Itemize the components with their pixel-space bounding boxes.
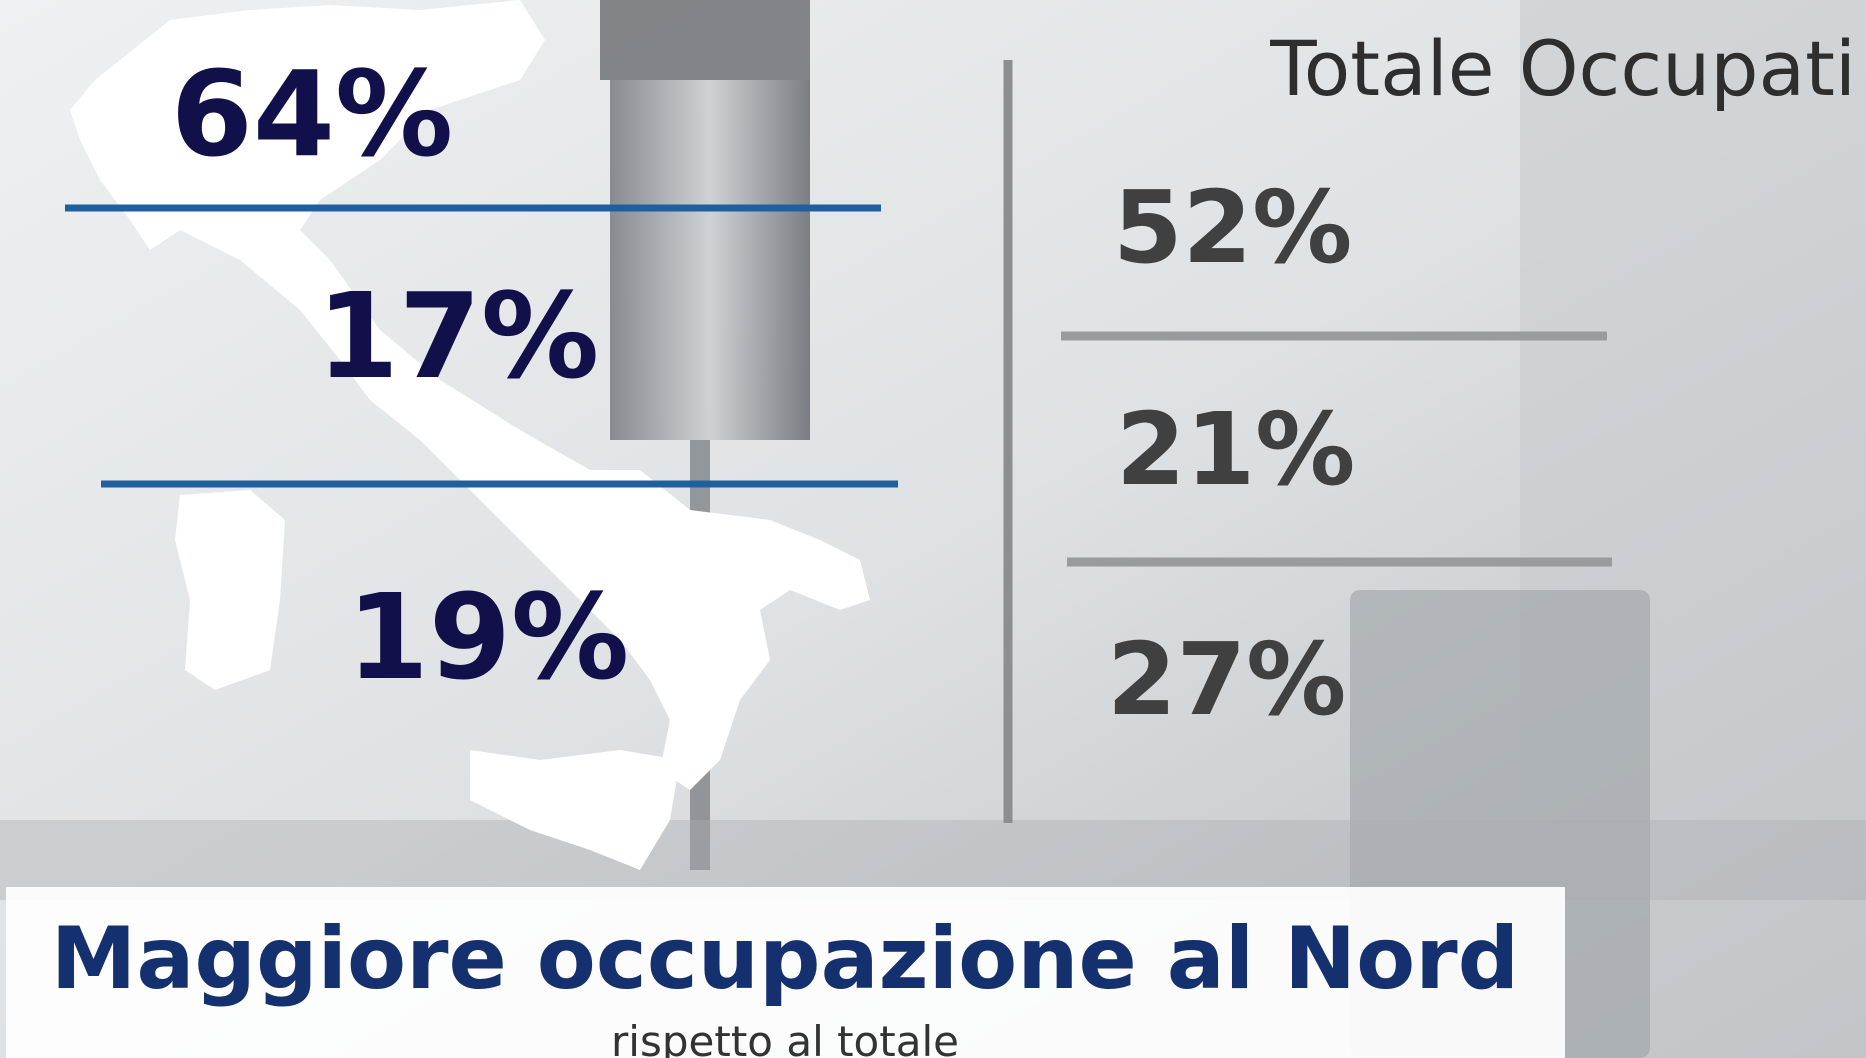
- spindle: [610, 80, 810, 440]
- sardinia: [175, 490, 285, 690]
- region-percent: 19%: [347, 568, 629, 706]
- caption-subtitle: rispetto al totale: [611, 1017, 959, 1058]
- caption-title: Maggiore occupazione al Nord: [51, 909, 1519, 1009]
- infographic: 64% 17% 19% Totale Occupati 52% 21% 27% …: [0, 0, 1866, 1058]
- total-percent: 21%: [1116, 391, 1355, 508]
- region-percent: 64%: [171, 45, 453, 183]
- spindle-top: [600, 0, 810, 80]
- region-percent: 17%: [317, 267, 599, 405]
- page: {"map_panel": {"values": ["64%", "17%", …: [0, 0, 1866, 1058]
- total-percent: 27%: [1107, 621, 1346, 738]
- total-percent: 52%: [1113, 169, 1352, 286]
- side-title: Totale Occupati: [1269, 24, 1856, 113]
